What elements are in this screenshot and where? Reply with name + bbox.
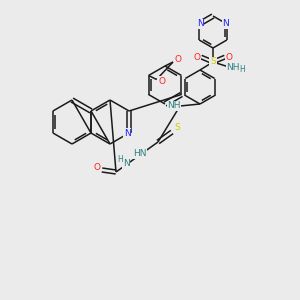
Text: N: N — [123, 160, 129, 169]
Text: S: S — [174, 124, 180, 133]
Text: NH: NH — [226, 62, 240, 71]
Text: NH: NH — [167, 101, 181, 110]
Text: O: O — [194, 52, 200, 62]
Text: N: N — [223, 20, 229, 28]
Text: N: N — [124, 128, 130, 137]
Text: O: O — [226, 52, 232, 62]
Text: N: N — [197, 20, 203, 28]
Text: H: H — [117, 154, 123, 164]
Text: HN: HN — [133, 149, 147, 158]
Text: H: H — [239, 64, 245, 74]
Text: O: O — [158, 77, 165, 86]
Text: S: S — [210, 58, 216, 67]
Text: O: O — [175, 56, 182, 64]
Text: O: O — [94, 163, 100, 172]
